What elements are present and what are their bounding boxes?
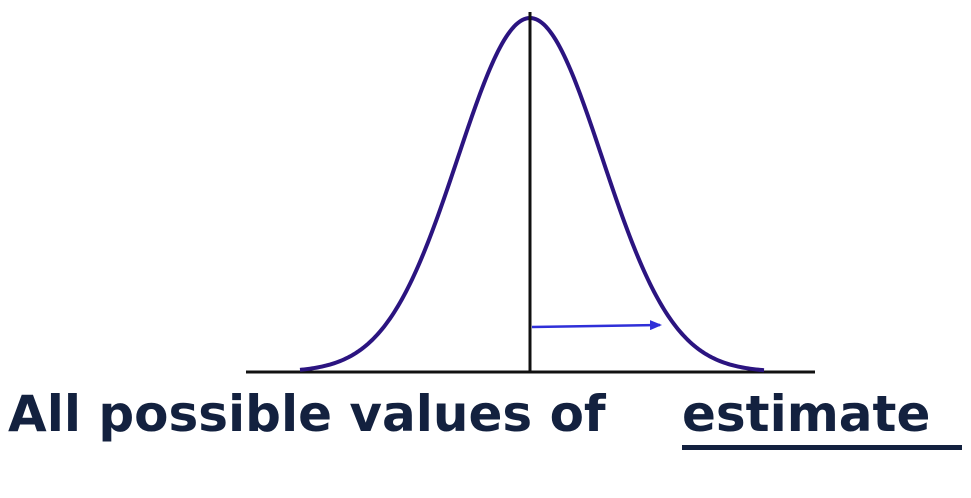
- deviation-arrow: [531, 320, 662, 331]
- caption-emphasis: estimate: [682, 385, 931, 443]
- emphasis-underline: [682, 445, 962, 450]
- bell-curve: [299, 15, 765, 373]
- caption-prefix: All possible values of: [8, 385, 606, 443]
- caption: All possible values of estimate: [0, 384, 971, 474]
